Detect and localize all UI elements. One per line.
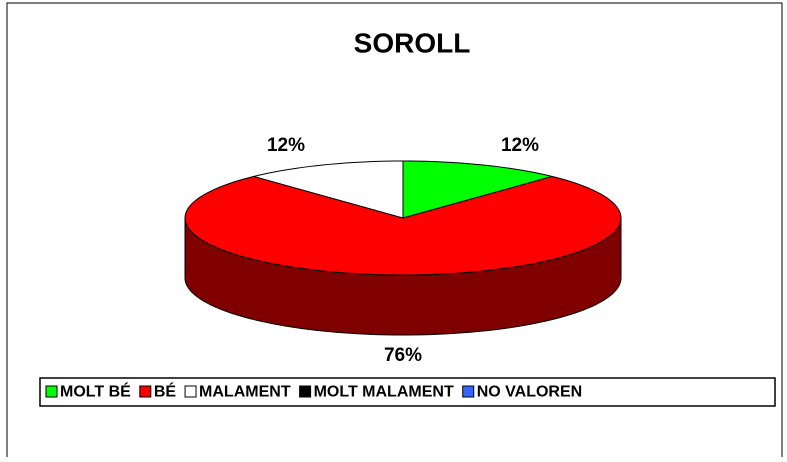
legend-swatch (139, 385, 152, 398)
data-label: 12% (501, 135, 539, 156)
data-label: 12% (267, 135, 305, 156)
pie-slice (184, 175, 622, 276)
legend-label: MALAMENT (199, 384, 291, 401)
legend-box (39, 377, 776, 407)
legend-label: MOLT BÉ (60, 382, 131, 401)
legend-label: BÉ (154, 382, 177, 401)
legend-label: MOLT MALAMENT (314, 384, 454, 401)
legend-label: NO VALOREN (477, 384, 582, 401)
chart-title: SOROLL (354, 27, 471, 58)
pie-slice (402, 160, 553, 219)
legend-swatch (462, 385, 475, 398)
data-label: 76% (384, 345, 422, 366)
legend-swatch (299, 385, 312, 398)
legend-swatch (184, 385, 197, 398)
legend-swatch (45, 385, 58, 398)
pie-slice (253, 160, 404, 219)
